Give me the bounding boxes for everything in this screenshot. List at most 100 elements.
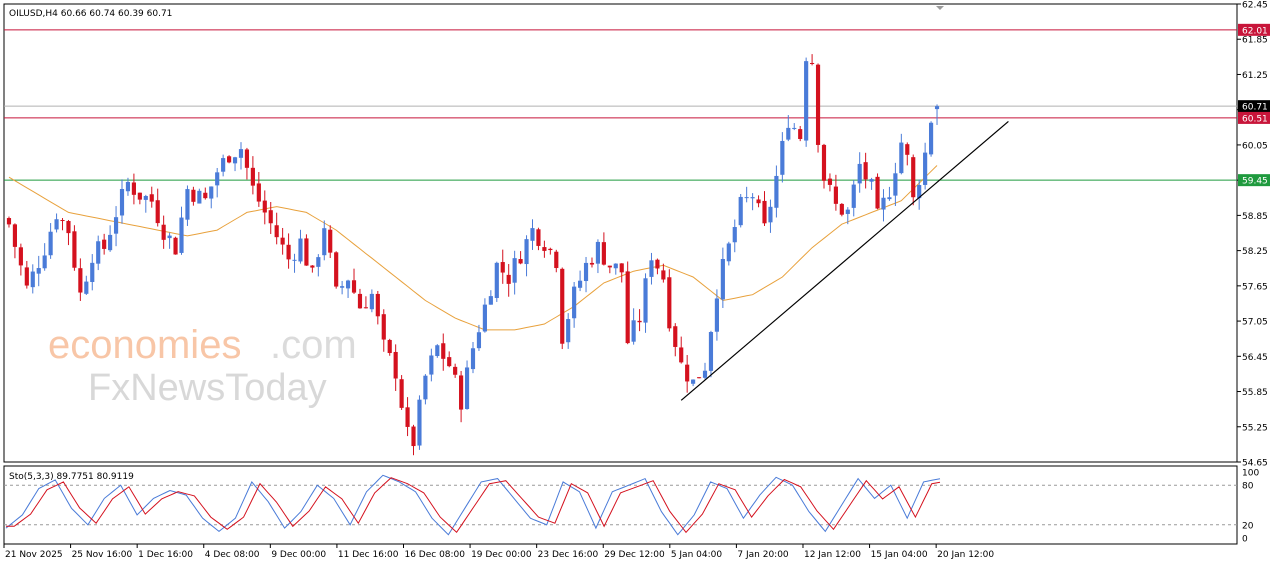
candle: [90, 254, 95, 291]
candle: [726, 241, 731, 266]
candle: [613, 263, 618, 275]
candle: [256, 171, 261, 207]
candle: [191, 186, 196, 206]
candle: [792, 123, 797, 131]
ascending-trendline[interactable]: [680, 120, 1009, 401]
candle: [875, 173, 880, 210]
candle: [221, 154, 226, 177]
candle-body: [90, 262, 95, 282]
candle-body: [530, 228, 535, 241]
candle: [459, 370, 464, 423]
candle: [36, 255, 41, 287]
time-axis[interactable]: 21 Nov 2025 25 Nov 16:00 1 Dec 16:00 4 Dec …: [3, 544, 994, 560]
candle: [381, 309, 386, 352]
candle-body: [48, 231, 53, 256]
candle-body: [173, 237, 178, 255]
price-tick-label: 58.25: [1242, 247, 1268, 257]
candle-body: [215, 172, 220, 186]
candle-body: [720, 258, 725, 300]
candle: [583, 256, 589, 293]
candle: [524, 235, 529, 277]
price-tag-box: [1238, 111, 1270, 124]
candle-body: [393, 351, 398, 379]
candle: [845, 207, 850, 225]
time-tick-label: 19 Dec 00:00: [471, 550, 532, 560]
candle: [161, 215, 166, 249]
candle: [798, 125, 803, 142]
candle-body: [334, 252, 339, 287]
candle: [399, 375, 404, 410]
candle-body: [108, 234, 113, 251]
candle-body: [923, 152, 928, 185]
candle: [340, 280, 345, 295]
candle: [60, 218, 65, 231]
candle: [298, 229, 303, 264]
price-panel[interactable]: [3, 3, 1238, 463]
candle: [488, 290, 493, 305]
candle: [209, 186, 214, 209]
price-tick-label: 57.65: [1242, 282, 1268, 292]
candle-body: [274, 225, 279, 238]
time-tick-label: 4 Dec 08:00: [205, 550, 260, 560]
candle: [601, 232, 606, 266]
candle-body: [810, 62, 815, 64]
stoch-tick-label: 0: [1242, 535, 1248, 545]
price-tag-label: 62.01: [1242, 26, 1268, 36]
candle: [881, 189, 886, 222]
candle-body: [131, 182, 136, 195]
candle: [102, 233, 107, 255]
candle: [762, 191, 767, 227]
candle: [113, 206, 119, 247]
candle: [66, 219, 71, 246]
candle-body: [845, 209, 850, 214]
time-tick-label: 7 Jan 20:00: [737, 550, 789, 560]
price-axis[interactable]: 62.4561.8561.2560.6560.0559.4558.8558.25…: [1237, 1, 1268, 469]
stoch-tick-label: 20: [1242, 521, 1254, 531]
candle-body: [167, 235, 172, 239]
scroll-marker-icon[interactable]: [936, 6, 944, 10]
candle-body: [482, 304, 487, 332]
time-tick-label: 29 Dec 12:00: [604, 550, 665, 560]
candle: [203, 187, 208, 200]
candle-body: [667, 277, 672, 329]
candle-body: [905, 144, 910, 155]
candle-body: [786, 127, 791, 140]
candle-body: [470, 348, 476, 370]
stochastic-header: Sto(5,3,3) 89.7751 80.9119: [9, 472, 134, 482]
candle-body: [179, 217, 184, 253]
candle-body: [227, 156, 232, 163]
candle-body: [36, 268, 41, 274]
candle-body: [756, 199, 761, 204]
candle-body: [18, 247, 23, 266]
candle: [435, 344, 440, 358]
price-tick-label: 61.85: [1242, 36, 1268, 46]
price-tick-label: 54.65: [1242, 459, 1268, 469]
candle-body: [113, 217, 119, 234]
candle-body: [708, 332, 714, 371]
candle-body: [459, 375, 464, 410]
candle: [506, 264, 511, 297]
candle-body: [554, 251, 559, 269]
stoch-tick-label: 100: [1242, 469, 1259, 479]
price-tag-label: 60.71: [1242, 103, 1268, 113]
candle-body: [607, 265, 612, 268]
candle: [316, 254, 321, 277]
candle: [530, 219, 535, 250]
trendline-group[interactable]: [680, 120, 1009, 401]
candle: [447, 351, 452, 368]
candle: [429, 348, 434, 382]
time-tick-label: 16 Dec 08:00: [404, 550, 465, 560]
candle-body: [286, 244, 291, 260]
candle-body: [363, 307, 368, 309]
candle: [887, 186, 892, 201]
candle-body: [613, 263, 618, 269]
candle-body: [833, 186, 838, 204]
candle: [851, 179, 856, 217]
candle-body: [203, 192, 208, 199]
candle-body: [84, 281, 89, 294]
stochastic-panel[interactable]: [3, 465, 1238, 545]
watermark-dotcom: .com: [270, 323, 357, 367]
candle-body: [726, 243, 731, 262]
